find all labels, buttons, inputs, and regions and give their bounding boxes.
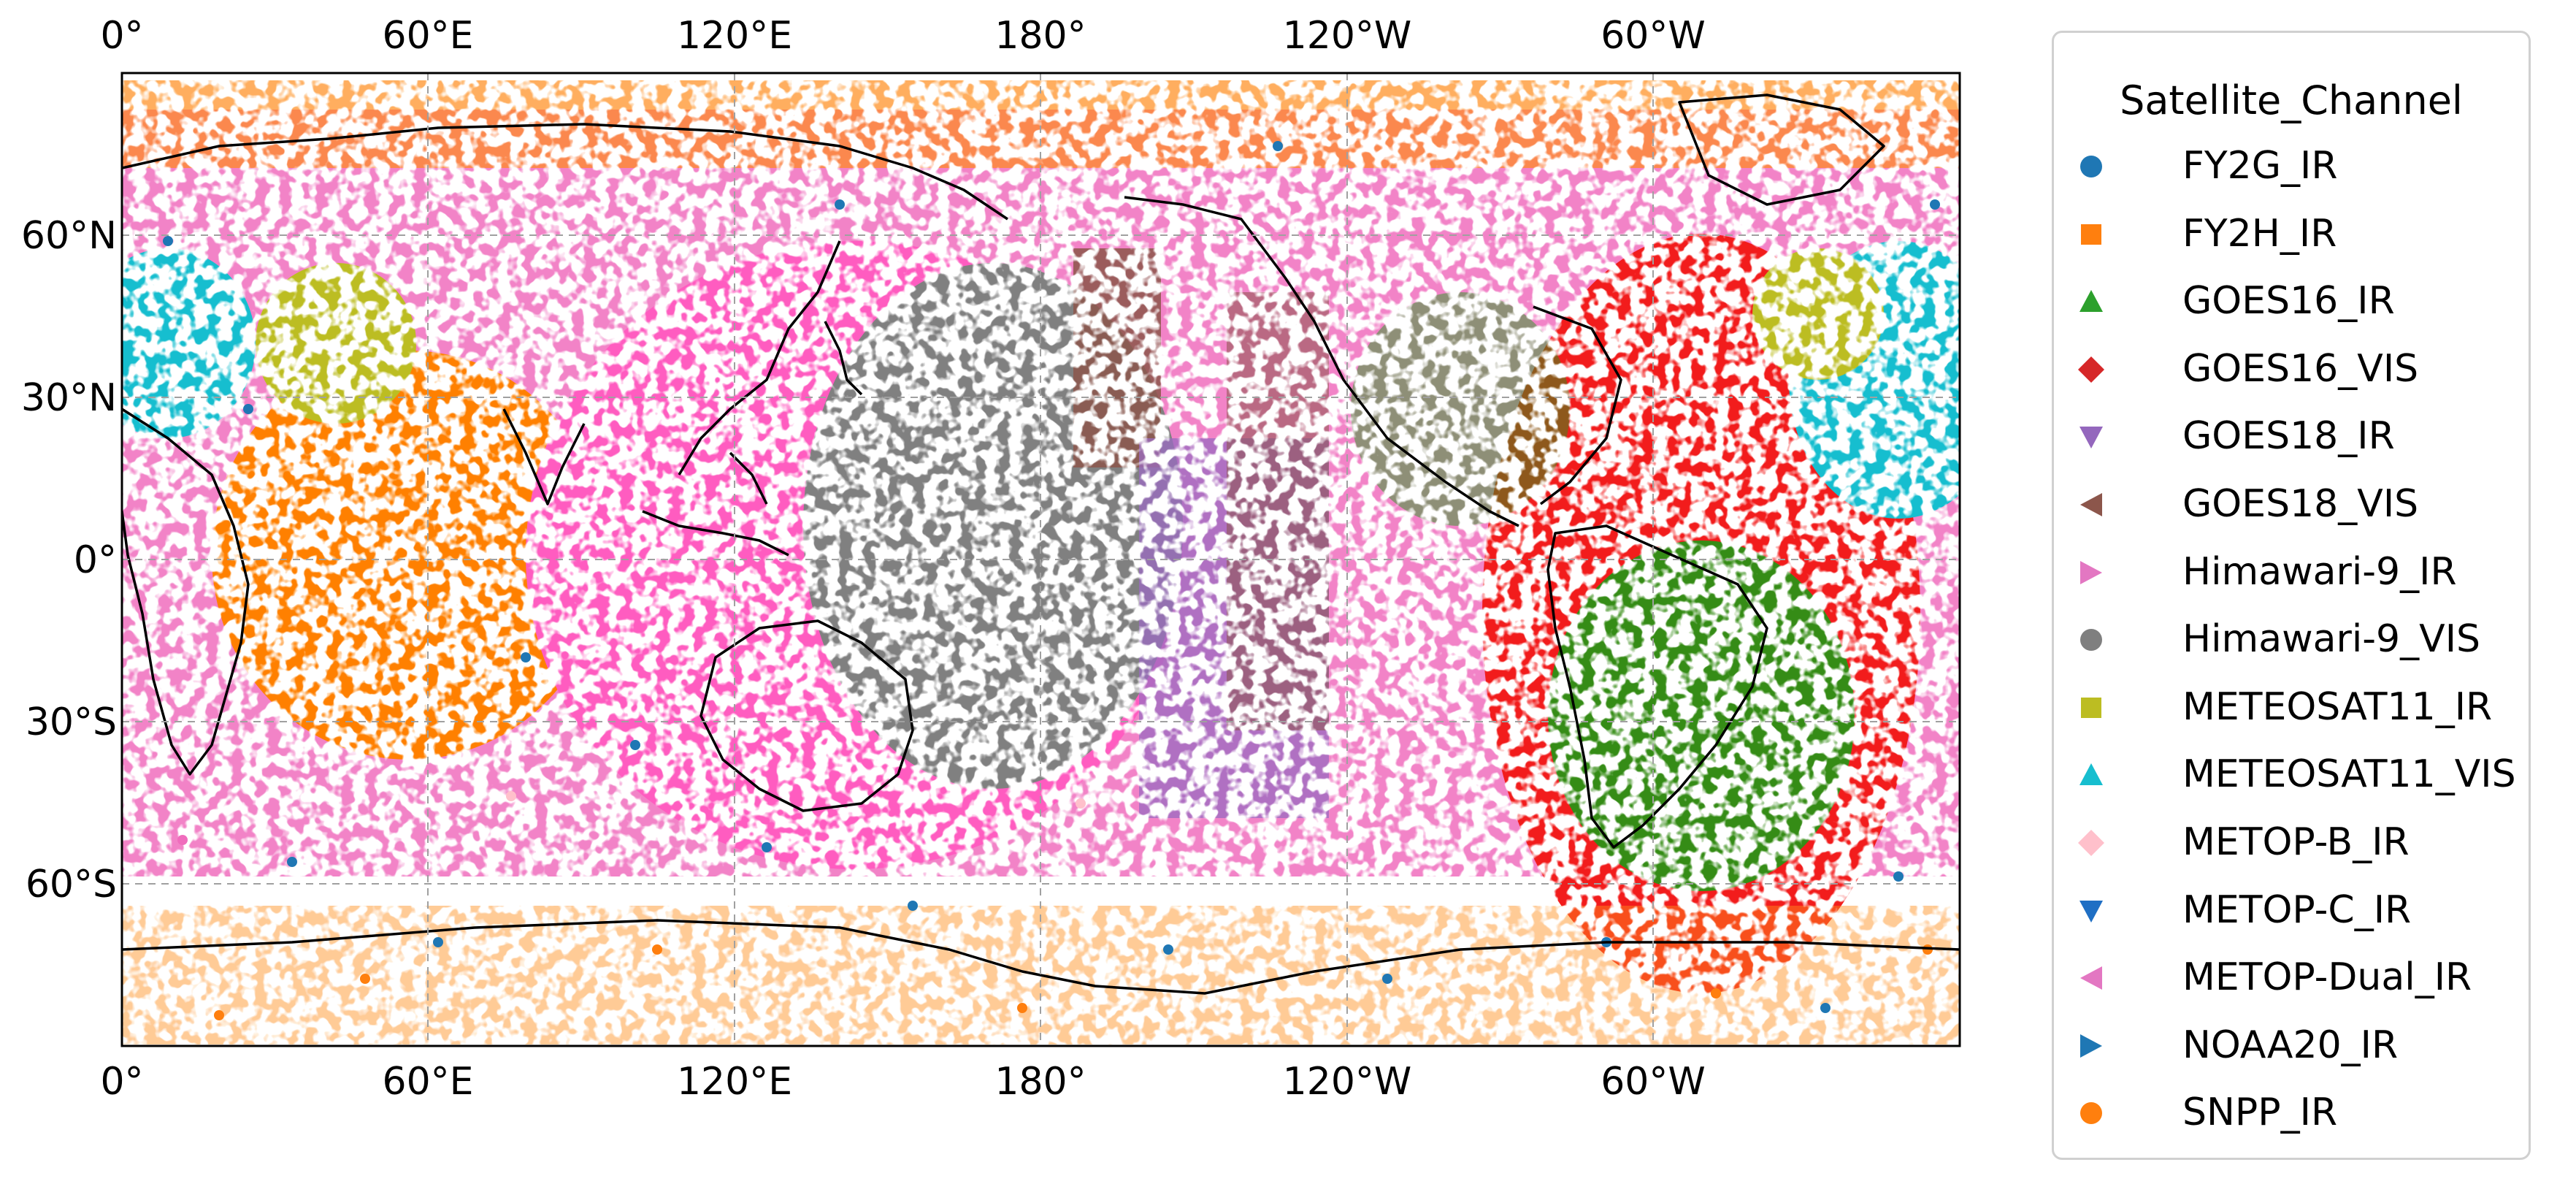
top-tick-1: 60°E (382, 14, 473, 58)
legend-item-label: METOP-B_IR (2182, 820, 2410, 864)
legend-item: GOES18_VIS (2054, 479, 2529, 530)
lat-tick-0: 60°N (21, 214, 117, 258)
goes16-ir-north-america (1351, 292, 1570, 526)
legend-item: GOES18_IR (2054, 411, 2529, 462)
legend-item-label: Himawari-9_VIS (2182, 617, 2481, 662)
legend-item: Himawari-9_VIS (2054, 614, 2529, 665)
legend-item-label: METEOSAT11_VIS (2182, 752, 2516, 797)
legend-item-label: GOES18_VIS (2182, 482, 2419, 526)
triangle-down-marker-icon (2079, 427, 2103, 449)
legend-item-label: FY2G_IR (2182, 144, 2338, 188)
legend-item-label: Himawari-9_IR (2182, 549, 2457, 594)
legend-item-label: SNPP_IR (2182, 1091, 2338, 1135)
legend-item-label: NOAA20_IR (2182, 1023, 2399, 1067)
legend-item-label: METEOSAT11_IR (2182, 684, 2493, 729)
legend-item: FY2G_IR (2054, 141, 2529, 192)
lat-tick-2: 0° (74, 538, 117, 582)
triangle-left-marker-icon (2080, 966, 2102, 990)
top-tick-5: 60°W (1601, 14, 1706, 58)
lat-tick-labels: 60°N 30°N 0° 30°S 60°S (21, 214, 117, 906)
polar-orbiter-scatter (163, 141, 1940, 1020)
lat-tick-1: 30°N (21, 376, 117, 420)
top-tick-2: 120°E (677, 14, 792, 58)
legend-item: GOES16_IR (2054, 276, 2529, 327)
lat-tick-3: 30°S (26, 700, 117, 744)
legend-item: METEOSAT11_VIS (2054, 749, 2529, 801)
legend-item: METOP-C_IR (2054, 885, 2529, 936)
bottom-tick-labels: 0° 60°E 120°E 180° 120°W 60°W (100, 1060, 1705, 1104)
legend-item-label: METOP-Dual_IR (2182, 955, 2472, 1000)
top-tick-0: 0° (100, 14, 143, 58)
map-frame (120, 72, 1961, 1047)
legend-item-label: FY2H_IR (2182, 211, 2337, 256)
bottom-tick-1: 60°E (382, 1060, 473, 1104)
legend-item: METOP-Dual_IR (2054, 952, 2529, 1004)
legend-item-label: GOES18_IR (2182, 414, 2395, 459)
legend-item: FY2H_IR (2054, 209, 2529, 260)
legend-item: Himawari-9_IR (2054, 547, 2529, 598)
circle-marker-icon (2080, 156, 2102, 177)
legend-item: METOP-B_IR (2054, 817, 2529, 868)
square-marker-icon (2081, 224, 2101, 245)
triangle-up-marker-icon (2079, 763, 2103, 786)
coastlines (122, 93, 1960, 995)
triangle-up-marker-icon (2079, 290, 2103, 313)
bottom-tick-3: 180° (994, 1060, 1086, 1104)
triangle-right-marker-icon (2080, 560, 2102, 584)
legend-item-label: METOP-C_IR (2182, 887, 2412, 932)
diamond-marker-icon (2078, 356, 2104, 383)
goes18-vis-band (1073, 248, 1161, 467)
legend: Satellite_Channel FY2G_IR FY2H_IR GOES16_I… (2052, 31, 2531, 1160)
legend-item: SNPP_IR (2054, 1088, 2529, 1139)
diamond-marker-icon (2078, 830, 2104, 856)
legend-item: METEOSAT11_IR (2054, 682, 2529, 733)
circle-marker-icon (2080, 1102, 2102, 1125)
goes16-ir-south-america (1548, 541, 1855, 891)
legend-title: Satellite_Channel (2120, 77, 2463, 123)
lat-tick-4: 60°S (26, 863, 117, 906)
bottom-tick-0: 0° (100, 1060, 143, 1104)
legend-item-label: GOES16_VIS (2182, 346, 2419, 391)
top-tick-3: 180° (994, 14, 1086, 58)
meteosat11-vis-disk-east (122, 248, 256, 438)
bottom-tick-4: 120°W (1283, 1060, 1412, 1104)
square-marker-icon (2081, 697, 2101, 718)
circle-marker-icon (2080, 629, 2102, 652)
triangle-right-marker-icon (2080, 1034, 2102, 1058)
triangle-down-marker-icon (2079, 900, 2103, 923)
meteosat11-ir-disk-east (256, 263, 416, 424)
legend-item: GOES16_VIS (2054, 344, 2529, 395)
top-tick-labels: 0° 60°E 120°E 180° 120°W 60°W (100, 14, 1705, 58)
meteosat11-ir-disk-west (1752, 248, 1884, 380)
legend-item: NOAA20_IR (2054, 1020, 2529, 1072)
goes18-vis-band-2 (1227, 292, 1329, 730)
fy2h-ir-disk (212, 351, 606, 760)
legend-item-label: GOES16_IR (2182, 279, 2395, 324)
bottom-tick-2: 120°E (677, 1060, 792, 1104)
coverage-layer (122, 73, 1960, 1046)
top-tick-4: 120°W (1283, 14, 1412, 58)
bottom-tick-5: 60°W (1601, 1060, 1706, 1104)
triangle-left-marker-icon (2080, 493, 2102, 516)
gridlines (122, 73, 1960, 1046)
